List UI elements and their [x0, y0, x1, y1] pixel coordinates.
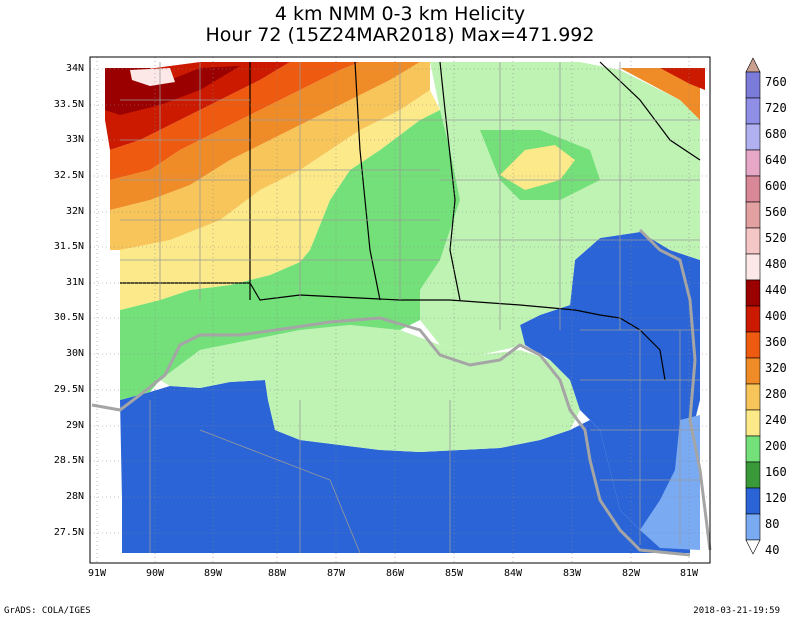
lon-label-84w: 84W	[503, 568, 523, 579]
lat-label-31n: 31N	[65, 277, 84, 288]
land-lightblue-region	[640, 415, 700, 550]
lat-label-33n: 33N	[65, 134, 84, 145]
colorbar-label: 600	[765, 179, 787, 193]
colorbar-label: 480	[765, 257, 787, 271]
lat-label-30-5n: 30.5N	[53, 312, 84, 323]
colorbar-swatch	[745, 97, 761, 125]
colorbar-swatch	[745, 383, 761, 411]
colorbar-label: 240	[765, 413, 787, 427]
colorbar-label: 360	[765, 335, 787, 349]
lat-label-30n: 30N	[65, 348, 84, 359]
colorbar-label: 200	[765, 439, 787, 453]
colorbar-top-arrow	[745, 57, 761, 73]
land-yellow-patch	[500, 145, 575, 190]
colorbar-label: 720	[765, 101, 787, 115]
county-borders	[120, 62, 700, 554]
colorbar-swatch	[745, 123, 761, 151]
colorbar-label: 560	[765, 205, 787, 219]
footer-credit: GrADS: COLA/IGES	[4, 606, 91, 616]
colorbar-swatch	[745, 331, 761, 359]
colorbar-swatch	[745, 201, 761, 229]
gulf-blue-region	[120, 380, 690, 553]
footer-timestamp: 2018-03-21-19:59	[693, 606, 780, 616]
land-blue-region	[520, 232, 700, 545]
lon-label-88w: 88W	[267, 568, 287, 579]
chart-title-line1: 4 km NMM 0-3 km Helicity	[274, 3, 526, 25]
colorbar-swatch	[745, 279, 761, 307]
colorbar	[745, 57, 761, 555]
colorbar-bottom-arrow	[745, 539, 761, 555]
lon-label-81w: 81W	[679, 568, 699, 579]
lat-label-33-5n: 33.5N	[53, 99, 84, 110]
land-orange-ne	[620, 68, 700, 120]
lon-label-91w: 91W	[87, 568, 107, 579]
colorbar-swatch	[745, 513, 761, 541]
land-deeporange-region	[110, 62, 360, 180]
lon-label-90w: 90W	[145, 568, 165, 579]
land-red-ne	[660, 68, 705, 90]
lat-label-29-5n: 29.5N	[53, 384, 84, 395]
lon-label-89w: 89W	[203, 568, 223, 579]
colorbar-label: 440	[765, 283, 787, 297]
colorbar-label: 280	[765, 387, 787, 401]
land-pink-spot	[130, 68, 175, 86]
gulf-lightgreen-region	[160, 325, 580, 452]
colorbar-label: 640	[765, 153, 787, 167]
lat-label-29n: 29N	[65, 420, 84, 431]
colorbar-swatch	[745, 227, 761, 255]
lat-lon-grid	[90, 57, 710, 563]
colorbar-swatch	[745, 175, 761, 203]
lon-label-82w: 82W	[621, 568, 641, 579]
lat-label-32n: 32N	[65, 206, 84, 217]
colorbar-swatch	[745, 435, 761, 463]
colorbar-label: 160	[765, 465, 787, 479]
colorbar-swatch	[745, 461, 761, 489]
colorbar-swatch	[745, 409, 761, 437]
colorbar-label: 320	[765, 361, 787, 375]
lat-label-31-5n: 31.5N	[53, 241, 84, 252]
lat-label-27-5n: 27.5N	[53, 527, 84, 538]
colorbar-swatch	[745, 149, 761, 177]
lat-label-28n: 28N	[65, 491, 84, 502]
lat-label-28-5n: 28.5N	[53, 455, 84, 466]
lon-label-85w: 85W	[444, 568, 464, 579]
lon-label-86w: 86W	[385, 568, 405, 579]
land-orange-region	[110, 62, 420, 210]
land-green-region	[120, 110, 460, 400]
lon-label-87w: 87W	[326, 568, 346, 579]
chart-title-line2: Hour 72 (15Z24MAR2018) Max=471.992	[205, 24, 595, 46]
colorbar-label: 400	[765, 309, 787, 323]
colorbar-label: 40	[765, 543, 780, 557]
colorbar-swatch	[745, 253, 761, 281]
colorbar-swatch	[745, 71, 761, 99]
colorbar-label: 120	[765, 491, 787, 505]
colorbar-swatch	[745, 305, 761, 333]
coastline	[91, 228, 712, 557]
lon-label-83w: 83W	[562, 568, 582, 579]
colorbar-label: 760	[765, 75, 787, 89]
colorbar-swatch	[745, 357, 761, 385]
colorbar-label: 520	[765, 231, 787, 245]
lat-label-32-5n: 32.5N	[53, 170, 84, 181]
colorbar-label: 80	[765, 517, 780, 531]
lat-label-34n: 34N	[65, 63, 84, 74]
colorbar-label: 680	[765, 127, 787, 141]
colorbar-swatch	[745, 487, 761, 515]
land-lightorange-region	[110, 62, 430, 250]
